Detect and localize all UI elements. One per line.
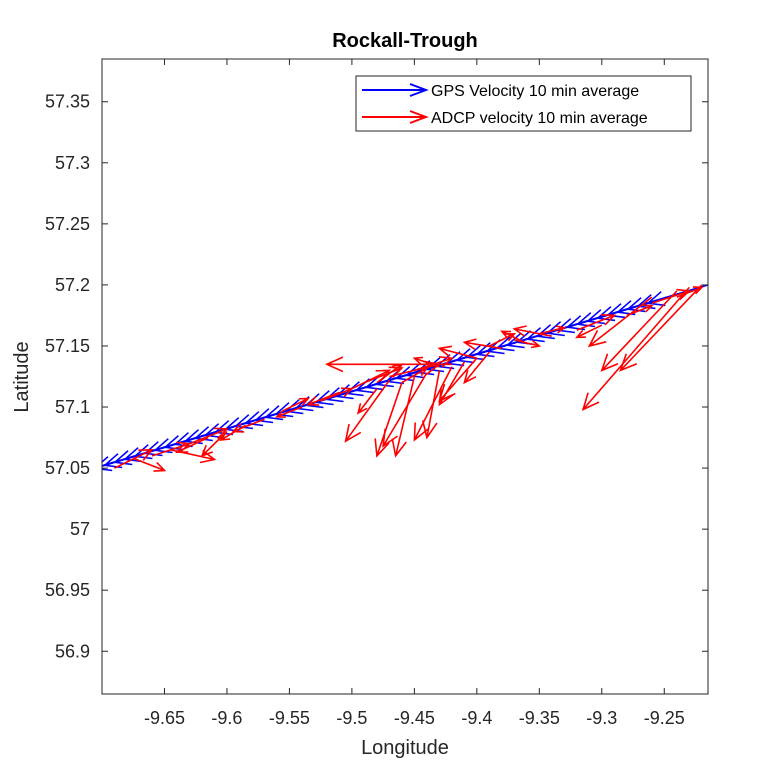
adcp-velocity-arrow <box>382 372 428 448</box>
legend-label-gps: GPS Velocity 10 min average <box>431 83 639 100</box>
y-axis-label: Latitude <box>11 341 33 412</box>
y-tick-label: 56.9 <box>55 641 90 661</box>
adcp-velocity-arrow <box>514 339 542 349</box>
adcp-velocity-arrow <box>619 284 703 372</box>
adcp-velocity-arrow <box>539 325 567 335</box>
legend-swatch-adcp <box>362 110 429 124</box>
adcp-velocity-arrow <box>412 356 440 368</box>
adcp-velocity-arrow <box>438 361 466 407</box>
y-tick-label: 57.05 <box>45 458 90 478</box>
adcp-velocity-arrow <box>401 367 429 384</box>
y-tick-label: 57.15 <box>45 336 90 356</box>
adcp-velocity-arrow <box>575 324 603 339</box>
x-tick-label: -9.55 <box>269 708 310 728</box>
y-tick-label: 57.2 <box>55 275 90 295</box>
adcp-velocity-arrow <box>576 314 617 331</box>
x-tick-label: -9.35 <box>519 708 560 728</box>
y-tick-label: 57.1 <box>55 397 90 417</box>
legend-swatch-adcp-head <box>409 110 429 124</box>
y-tick-label: 57 <box>70 519 90 539</box>
adcp-velocity-arrow <box>306 391 340 406</box>
x-tick-label: -9.6 <box>211 708 242 728</box>
y-tick-label: 57.25 <box>45 214 90 234</box>
y-tick-label: 56.95 <box>45 580 90 600</box>
series-adcp <box>114 284 704 472</box>
adcp-velocity-arrow <box>324 356 452 373</box>
adcp-velocity-arrow <box>463 351 490 385</box>
adcp-velocity-arrow <box>344 379 391 443</box>
adcp-velocity-arrow <box>282 397 310 412</box>
adcp-velocity-arrow <box>587 296 653 348</box>
adcp-velocity-arrow <box>488 332 517 347</box>
x-axis-label: Longitude <box>361 737 449 759</box>
adcp-velocity-arrow <box>581 286 690 411</box>
adcp-velocity-arrow <box>462 338 502 350</box>
adcp-velocity-arrow <box>356 388 378 415</box>
adcp-velocity-arrow <box>413 366 453 442</box>
x-tick-label: -9.5 <box>336 708 367 728</box>
adcp-velocity-arrow <box>391 376 416 458</box>
legend-swatch-gps-head <box>409 83 429 97</box>
x-tick-label: -9.65 <box>144 708 185 728</box>
adcp-velocity-arrow <box>600 290 678 372</box>
adcp-velocity-arrow <box>512 325 552 337</box>
series-layer <box>102 284 708 475</box>
x-tick-label: -9.3 <box>586 708 617 728</box>
adcp-velocity-arrow <box>189 427 229 445</box>
adcp-velocity-arrow <box>132 457 167 472</box>
adcp-velocity-arrow <box>175 436 209 454</box>
legend-swatch-gps <box>362 83 429 97</box>
adcp-velocity-arrow <box>374 382 403 458</box>
tick-layer: -9.65 -9.6 -9.55 -9.5 -9.45 -9.4 -9.35 -9.3 -9.2… <box>45 59 708 728</box>
chart-title: Rockall-Trough <box>332 30 478 52</box>
adcp-velocity-arrow <box>275 406 303 418</box>
legend: GPS Velocity 10 min average ADCP velocit… <box>355 75 692 132</box>
adcp-velocity-arrow <box>231 418 265 433</box>
y-tick-label: 57.3 <box>55 153 90 173</box>
x-tick-label: -9.45 <box>394 708 435 728</box>
adcp-velocity-arrow <box>438 357 478 403</box>
adcp-velocity-arrow <box>437 345 478 359</box>
y-tick-label: 57.35 <box>45 92 90 112</box>
x-tick-label: -9.25 <box>644 708 685 728</box>
plot-frame <box>101 58 709 695</box>
legend-label-adcp: ADCP velocity 10 min average <box>431 110 648 127</box>
adcp-velocity-arrow <box>200 430 228 458</box>
x-tick-label: -9.4 <box>461 708 492 728</box>
